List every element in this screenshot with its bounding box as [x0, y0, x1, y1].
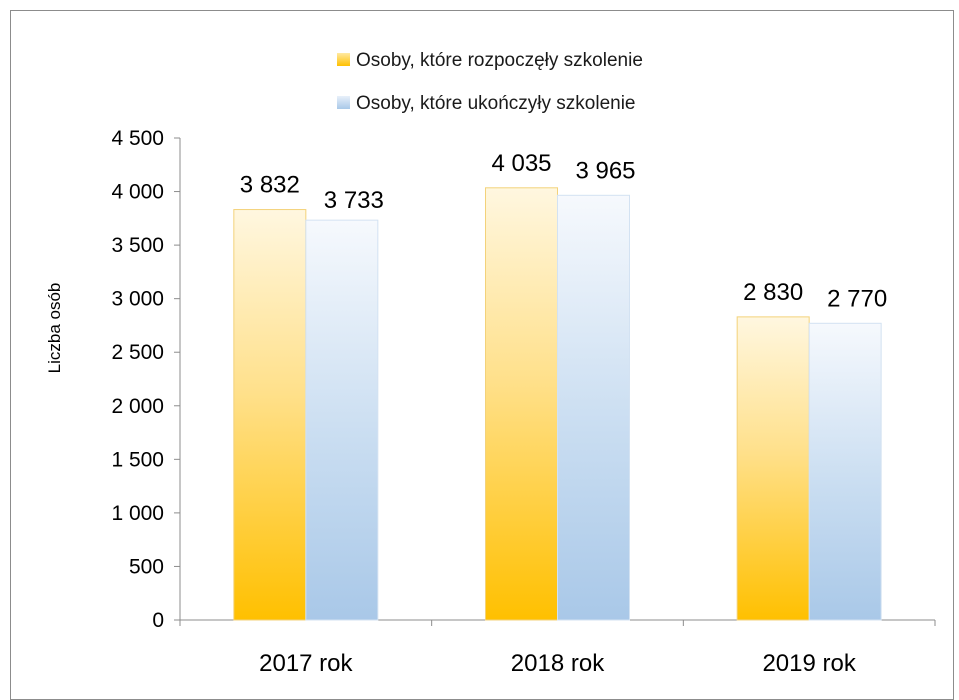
- y-tick-label: 4 000: [111, 181, 164, 204]
- value-label: 2 770: [827, 285, 887, 312]
- y-tick-label: 3 000: [111, 288, 164, 311]
- value-label: 3 832: [240, 172, 300, 199]
- x-tick-label: 2019 rok: [762, 650, 856, 677]
- value-label: 4 035: [491, 150, 551, 177]
- y-tick-label: 0: [152, 609, 164, 632]
- legend-label-started: Osoby, które rozpoczęły szkolenie: [356, 50, 643, 71]
- y-tick-label: 1 500: [111, 448, 164, 471]
- legend-swatch-completed: [337, 96, 350, 109]
- legend: Osoby, które rozpoczęły szkolenie Osoby,…: [337, 50, 643, 114]
- bar-started: [736, 316, 810, 621]
- x-tick-label: 2017 rok: [259, 650, 353, 677]
- y-tick-label: 3 500: [111, 234, 164, 257]
- legend-swatch-started: [337, 53, 350, 66]
- legend-label-completed: Osoby, które ukończyły szkolenie: [356, 93, 636, 114]
- y-tick-label: 2 000: [111, 395, 164, 418]
- x-axis: 2017 rok 2018 rok 2019 rok: [179, 620, 936, 677]
- legend-item-completed: Osoby, które ukończyły szkolenie: [337, 93, 636, 114]
- legend-item-started: Osoby, które rozpoczęły szkolenie: [337, 50, 643, 71]
- value-label: 3 965: [575, 157, 635, 184]
- bar-started: [233, 209, 307, 621]
- bar-chart: Osoby, które rozpoczęły szkolenie Osoby,…: [45, 50, 936, 677]
- y-axis-title: Liczba osób: [45, 283, 64, 374]
- value-label: 3 733: [324, 187, 384, 214]
- y-tick-label: 500: [129, 555, 164, 578]
- bar-completed: [808, 322, 882, 621]
- bar-completed: [557, 194, 630, 621]
- bar-completed: [305, 219, 379, 621]
- y-tick-label: 4 500: [111, 127, 164, 150]
- y-tick-label: 2 500: [111, 341, 164, 364]
- y-axis: 0 500 1 000 1 500 2 000 2 500 3 000 3 500 4 000 4…: [111, 127, 180, 632]
- value-label: 2 830: [743, 279, 803, 306]
- bar-started: [485, 187, 558, 621]
- bars: [233, 187, 882, 621]
- y-tick-label: 1 000: [111, 502, 164, 525]
- value-labels: 3 832 3 733 4 035 3 965 2 830 2 770: [240, 150, 887, 312]
- x-tick-label: 2018 rok: [511, 650, 605, 677]
